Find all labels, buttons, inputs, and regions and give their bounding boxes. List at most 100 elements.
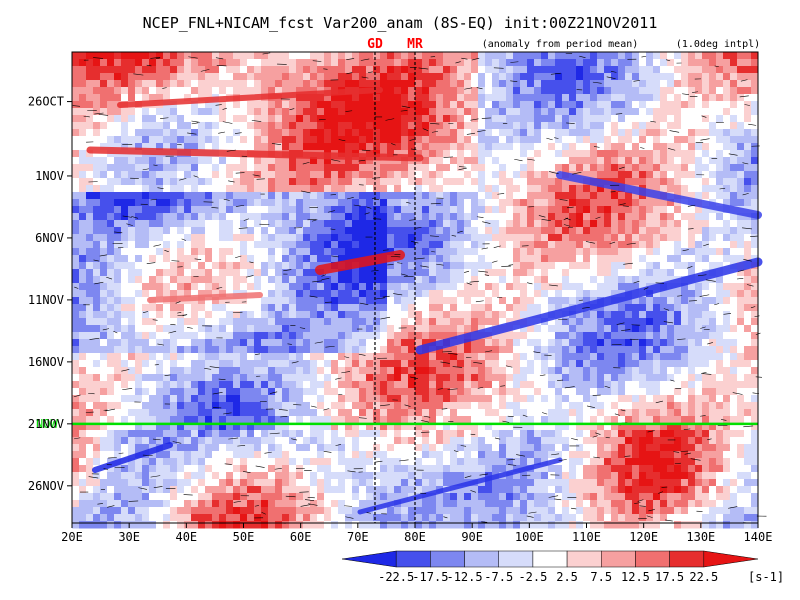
heatmap-cell: [436, 332, 444, 340]
heatmap-cell: [590, 332, 598, 340]
heatmap-cell: [639, 283, 647, 291]
heatmap-cell: [681, 87, 689, 95]
heatmap-cell: [317, 325, 325, 333]
heatmap-cell: [590, 143, 598, 151]
heatmap-cell: [226, 227, 234, 235]
heatmap-cell: [303, 325, 311, 333]
heatmap-cell: [695, 325, 703, 333]
heatmap-cell: [163, 395, 171, 403]
heatmap-cell: [569, 122, 577, 130]
heatmap-cell: [443, 73, 451, 81]
heatmap-cell: [597, 367, 605, 375]
heatmap-cell: [667, 199, 675, 207]
heatmap-cell: [618, 59, 626, 67]
heatmap-cell: [373, 122, 381, 130]
heatmap-cell: [338, 346, 346, 354]
heatmap-cell: [170, 381, 178, 389]
heatmap-cell: [534, 339, 542, 347]
heatmap-cell: [737, 276, 745, 284]
heatmap-cell: [135, 115, 143, 123]
heatmap-cell: [338, 192, 346, 200]
heatmap-cell: [723, 129, 731, 137]
heatmap-cell: [751, 374, 759, 382]
heatmap-cell: [324, 255, 332, 263]
heatmap-cell: [730, 367, 738, 375]
heatmap-cell: [709, 59, 717, 67]
heatmap-cell: [751, 157, 759, 165]
heatmap-cell: [135, 388, 143, 396]
heatmap-cell: [716, 304, 724, 312]
heatmap-cell: [79, 241, 87, 249]
heatmap-cell: [471, 199, 479, 207]
heatmap-cell: [170, 255, 178, 263]
heatmap-cell: [422, 332, 430, 340]
heatmap-cell: [380, 115, 388, 123]
heatmap-cell: [506, 227, 514, 235]
heatmap-cell: [534, 241, 542, 249]
heatmap-cell: [394, 311, 402, 319]
heatmap-cell: [373, 178, 381, 186]
heatmap-cell: [618, 255, 626, 263]
heatmap-cell: [611, 283, 619, 291]
heatmap-cell: [604, 171, 612, 179]
heatmap-cell: [499, 346, 507, 354]
heatmap-cell: [86, 381, 94, 389]
heatmap-cell: [121, 346, 129, 354]
heatmap-cell: [576, 192, 584, 200]
heatmap-cell: [443, 59, 451, 67]
heatmap-cell: [121, 360, 129, 368]
heatmap-cell: [219, 332, 227, 340]
heatmap-cell: [534, 59, 542, 67]
heatmap-cell: [331, 311, 339, 319]
heatmap-cell: [401, 395, 409, 403]
heatmap-cell: [352, 290, 360, 298]
heatmap-cell: [457, 115, 465, 123]
heatmap-cell: [450, 353, 458, 361]
heatmap-cell: [401, 388, 409, 396]
heatmap-cell: [667, 129, 675, 137]
heatmap-cell: [212, 262, 220, 270]
heatmap-cell: [695, 283, 703, 291]
heatmap-cell: [716, 199, 724, 207]
heatmap-cell: [688, 171, 696, 179]
heatmap-cell: [366, 353, 374, 361]
heatmap-cell: [527, 381, 535, 389]
heatmap-cell: [72, 339, 80, 347]
heatmap-cell: [240, 367, 248, 375]
heatmap-cell: [681, 206, 689, 214]
heatmap-cell: [352, 325, 360, 333]
heatmap-cell: [485, 276, 493, 284]
heatmap-cell: [695, 185, 703, 193]
heatmap-cell: [716, 150, 724, 158]
heatmap-cell: [436, 388, 444, 396]
heatmap-cell: [534, 269, 542, 277]
heatmap-cell: [590, 213, 598, 221]
heatmap-cell: [548, 269, 556, 277]
heatmap-cell: [163, 178, 171, 186]
heatmap-cell: [128, 402, 136, 410]
heatmap-cell: [142, 115, 150, 123]
heatmap-cell: [632, 367, 640, 375]
heatmap-cell: [709, 171, 717, 179]
heatmap-cell: [380, 213, 388, 221]
heatmap-cell: [184, 220, 192, 228]
heatmap-cell: [100, 87, 108, 95]
heatmap-cell: [450, 185, 458, 193]
heatmap-cell: [744, 374, 752, 382]
heatmap-cell: [289, 157, 297, 165]
heatmap-cell: [639, 276, 647, 284]
heatmap-cell: [331, 227, 339, 235]
heatmap-cell: [366, 192, 374, 200]
heatmap-cell: [296, 367, 304, 375]
heatmap-cell: [429, 318, 437, 326]
heatmap-cell: [415, 164, 423, 172]
heatmap-cell: [436, 234, 444, 242]
heatmap-cell: [72, 52, 80, 60]
heatmap-cell: [576, 290, 584, 298]
heatmap-cell: [429, 220, 437, 228]
heatmap-cell: [205, 269, 213, 277]
heatmap-cell: [135, 157, 143, 165]
heatmap-cell: [310, 108, 318, 116]
heatmap-cell: [247, 101, 255, 109]
heatmap-cell: [485, 388, 493, 396]
